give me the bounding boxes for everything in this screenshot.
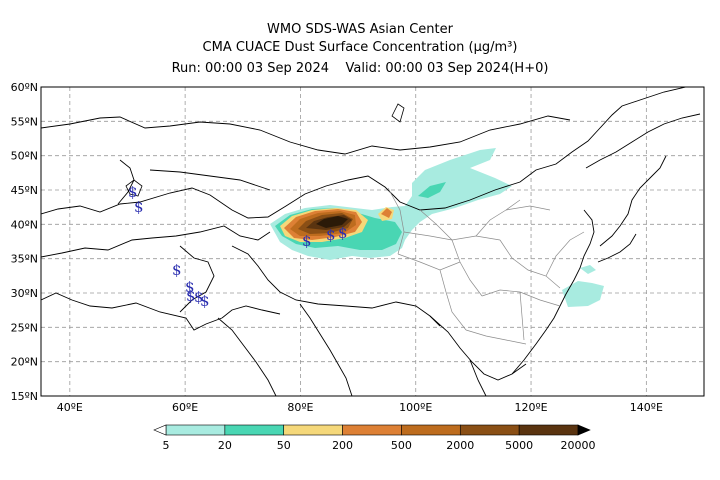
latitude-labels: 60ºN 55ºN 50ºN 45ºN 40ºN 35ºN 30ºN 25ºN 20ºN 15ºN: [11, 81, 38, 403]
dust-storm-symbol: $: [186, 287, 196, 305]
colorbar-label: 20000: [561, 439, 596, 452]
dust-storm-symbol: $: [172, 261, 182, 279]
title-line-1: WMO SDS-WAS Asian Center: [267, 22, 453, 37]
latitude-label: 40ºN: [11, 218, 38, 231]
dust-level-20000: [316, 216, 348, 228]
lakes: [125, 103, 405, 197]
latitude-label: 45ºN: [11, 184, 38, 197]
colorbar-label: 500: [391, 439, 412, 452]
latitude-label: 35ºN: [11, 253, 38, 266]
colorbar-label: 20: [218, 439, 232, 452]
colorbar-over-arrow: [577, 424, 591, 436]
dust-level-20: [418, 182, 446, 198]
latitude-label: 20ºN: [11, 356, 38, 369]
latitude-label: 30ºN: [11, 287, 38, 300]
longitude-label: 40ºE: [57, 401, 83, 414]
colorbar-label: 2000: [446, 439, 474, 452]
colorbar-bin: [165, 424, 226, 436]
dust-concentration-field: [270, 148, 604, 307]
dust-storm-symbols: $ $ $ $ $ $ $ $ $ $: [128, 183, 348, 310]
latitude-label: 60ºN: [11, 81, 38, 94]
latitude-label: 15ºN: [11, 390, 38, 403]
colorbar-bin: [401, 424, 461, 436]
dust-level-5: [580, 265, 596, 274]
colorbar-under-arrow: [153, 424, 167, 436]
dust-storm-symbol: $: [128, 183, 138, 201]
longitude-label: 140ºE: [630, 401, 663, 414]
title-line-3: Run: 00:00 03 Sep 2024 Valid: 00:00 03 S…: [171, 61, 549, 76]
dust-storm-symbol: $: [326, 226, 336, 244]
dust-level-5: [562, 281, 604, 307]
longitude-label: 60ºE: [172, 401, 198, 414]
colorbar-label: 50: [277, 439, 291, 452]
dust-storm-symbol: $: [338, 224, 348, 242]
longitude-label: 100ºE: [399, 401, 432, 414]
colorbar-bin: [283, 424, 343, 436]
dust-storm-symbol: $: [134, 198, 144, 216]
latitude-label: 25ºN: [11, 321, 38, 334]
dust-storm-symbol: $: [194, 288, 204, 306]
map-frame: [40, 86, 705, 397]
province-boundaries: [387, 187, 585, 345]
latitude-label: 50ºN: [11, 150, 38, 163]
latitude-label: 55ºN: [11, 115, 38, 128]
dust-level-200: [381, 208, 392, 218]
longitude-label: 80ºE: [287, 401, 313, 414]
concentration-colorbar: 5 20 50 200 500 2000 5000 20000: [153, 424, 596, 452]
colorbar-bin: [459, 424, 520, 436]
colorbar-bin: [342, 424, 402, 436]
colorbar-bin: [224, 424, 285, 436]
longitude-labels: 40ºE 60ºE 80ºE 100ºE 120ºE 140ºE: [57, 401, 663, 414]
title-line-2: CMA CUACE Dust Surface Concentration (μg…: [202, 40, 518, 55]
country-boundaries: [41, 87, 701, 396]
colorbar-label: 5: [163, 439, 170, 452]
dust-storm-symbol: $: [185, 278, 195, 296]
dust-storm-symbol: $: [200, 292, 210, 310]
dust-storm-symbol: $: [302, 232, 312, 250]
colorbar-label: 5000: [505, 439, 533, 452]
colorbar-bin: [518, 424, 579, 436]
colorbar-label: 200: [332, 439, 353, 452]
longitude-label: 120ºE: [514, 401, 547, 414]
